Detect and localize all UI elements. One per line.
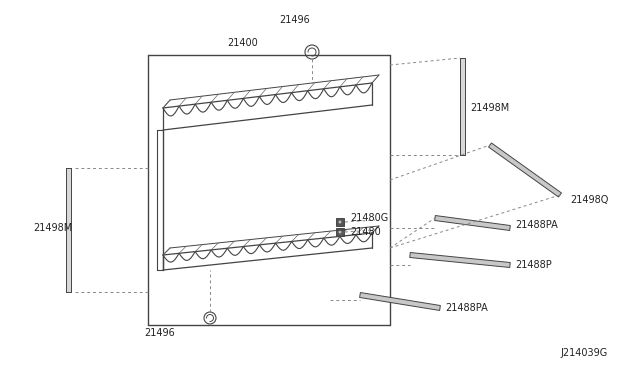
Text: 21480: 21480 bbox=[350, 227, 381, 237]
Text: 21488PA: 21488PA bbox=[515, 220, 557, 230]
Text: 21498M: 21498M bbox=[33, 223, 72, 233]
Polygon shape bbox=[435, 215, 510, 231]
Text: 21496: 21496 bbox=[144, 328, 175, 338]
Text: 21480G: 21480G bbox=[350, 213, 388, 223]
Text: 21496: 21496 bbox=[280, 15, 310, 25]
Text: J214039G: J214039G bbox=[560, 348, 607, 358]
Text: 21488PA: 21488PA bbox=[445, 303, 488, 313]
Text: 21400: 21400 bbox=[227, 38, 258, 48]
Text: 21498M: 21498M bbox=[470, 103, 509, 113]
Bar bbox=[336, 228, 344, 236]
Polygon shape bbox=[460, 58, 465, 155]
Text: 21498Q: 21498Q bbox=[570, 195, 609, 205]
Circle shape bbox=[339, 221, 342, 224]
Bar bbox=[336, 218, 344, 226]
Polygon shape bbox=[65, 168, 70, 292]
Polygon shape bbox=[488, 143, 561, 197]
Text: 21488P: 21488P bbox=[515, 260, 552, 270]
Polygon shape bbox=[410, 253, 510, 267]
Polygon shape bbox=[360, 292, 440, 311]
Circle shape bbox=[339, 231, 342, 234]
